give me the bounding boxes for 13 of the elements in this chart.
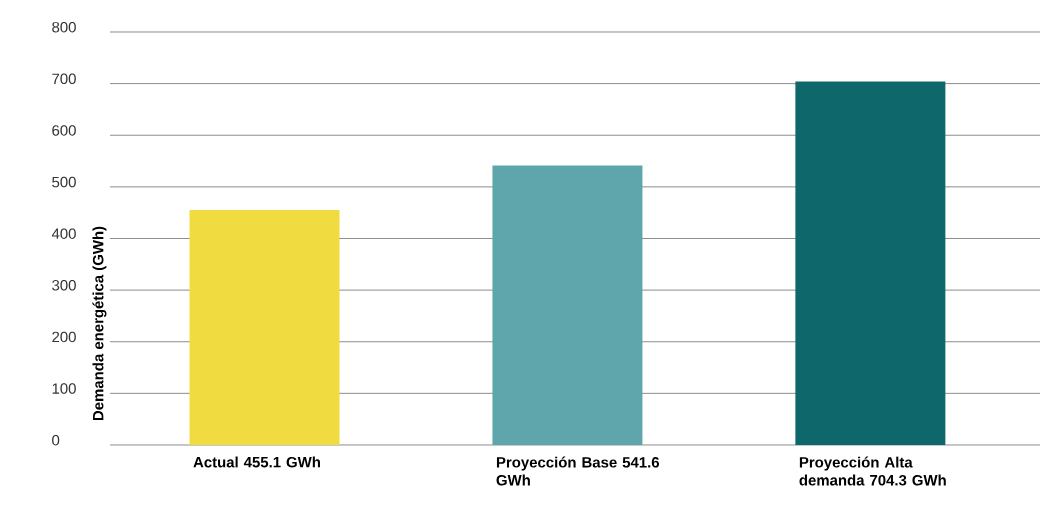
y-axis-title: Demanda energética (GWh) — [92, 226, 107, 421]
y-tick-label: 200 — [52, 331, 76, 343]
y-tick-label: 0 — [52, 434, 60, 446]
y-tick-label: 300 — [52, 280, 76, 291]
y-tick-label: 700 — [52, 73, 76, 85]
y-tick-label: 500 — [52, 176, 76, 188]
x-tick-label: Proyección Base 541.6 GWh — [496, 456, 660, 486]
y-tick-label: 100 — [52, 383, 76, 394]
y-tick-label: 600 — [52, 125, 76, 136]
y-tick-label: 800 — [52, 21, 76, 33]
y-tick-label: 400 — [51, 228, 76, 239]
x-tick-label: Actual 455.1 GWh — [193, 456, 320, 468]
x-tick-label: Proyección Alta demanda 704.3 GWh — [799, 456, 946, 486]
